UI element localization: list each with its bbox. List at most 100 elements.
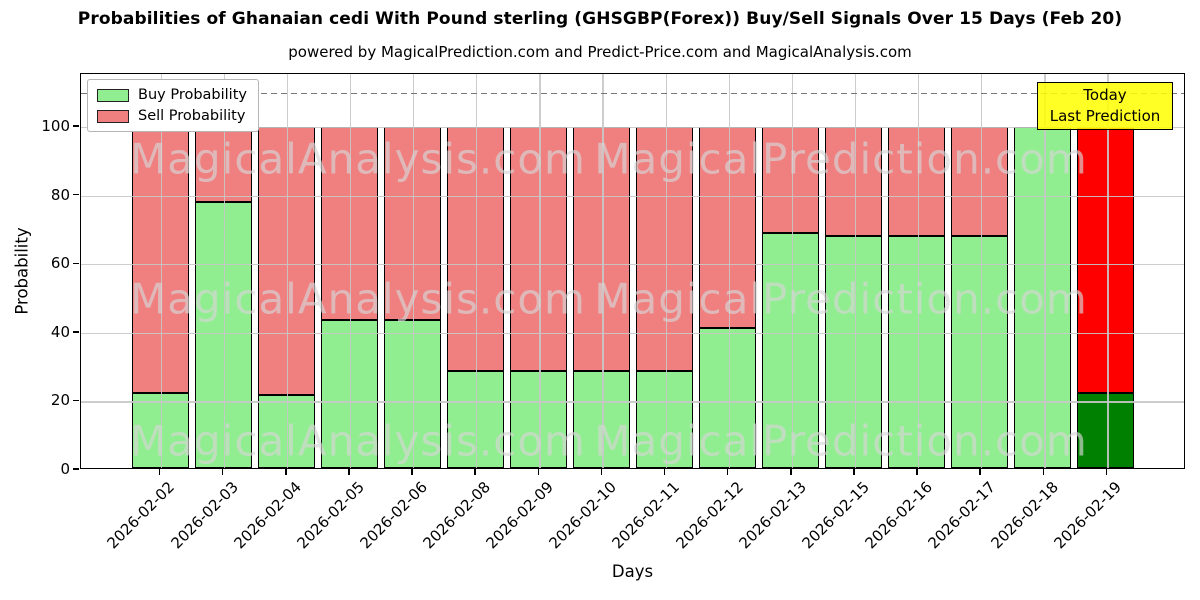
bars-layer: [129, 74, 1137, 468]
buy-segment: [1013, 126, 1072, 468]
bar-slot-2026-02-08: [444, 74, 507, 468]
sell-segment: [131, 126, 190, 393]
bar-slot-2026-02-18: [1011, 74, 1074, 468]
bar-slot-2026-02-16: [885, 74, 948, 468]
bar-slot-2026-02-17: [948, 74, 1011, 468]
y-tick-label: 100: [41, 117, 70, 136]
y-tick-mark: [73, 125, 79, 127]
legend-label-buy: Buy Probability: [138, 87, 247, 103]
x-tick-mark: [790, 469, 792, 475]
x-tick-label: 2026-02-17: [924, 478, 999, 553]
x-tick-label: 2026-02-05: [293, 478, 368, 553]
watermark-text: MagicalAnalysis.com: [130, 134, 586, 184]
gridline-x-2026-02-09: [539, 74, 541, 468]
bar-slot-2026-02-05: [318, 74, 381, 468]
sell-segment: [1076, 126, 1135, 393]
bar-slot-2026-02-12: [696, 74, 759, 468]
x-tick-label: 2026-02-19: [1050, 478, 1126, 553]
gridline-x-2026-02-04: [286, 74, 288, 468]
buy-segment: [320, 319, 379, 468]
x-tick-mark: [853, 469, 855, 475]
sell-segment: [446, 126, 505, 371]
x-tick-label: 2026-02-06: [356, 478, 431, 553]
buy-segment: [383, 319, 442, 468]
sell-segment: [887, 126, 946, 237]
x-tick-mark: [726, 469, 729, 475]
bar-slot-2026-02-13: [759, 74, 822, 468]
x-tick-mark: [285, 469, 287, 475]
y-tick-label: 0: [60, 460, 70, 478]
bar-slot-2026-02-11: [633, 74, 696, 468]
bar-2026-02-19: [1076, 126, 1135, 468]
bar-slot-2026-02-04: [255, 74, 318, 468]
gridline-x-2026-02-05: [349, 74, 352, 468]
bar-2026-02-11: [635, 126, 694, 468]
bar-2026-02-08: [446, 126, 505, 468]
gridline-x-2026-02-06: [413, 74, 415, 468]
gridline-x-2026-02-08: [476, 74, 478, 468]
sell-segment: [950, 126, 1009, 237]
gridline-y-40: [81, 332, 1184, 335]
bar-2026-02-15: [824, 126, 883, 468]
x-tick-mark: [348, 469, 350, 475]
buy-segment: [698, 328, 757, 468]
bar-2026-02-13: [761, 126, 820, 468]
gridline-x-2026-02-15: [854, 74, 857, 468]
buy-segment: [824, 236, 883, 468]
x-tick-label: 2026-02-02: [103, 478, 179, 553]
x-tick-label: 2026-02-16: [861, 478, 936, 553]
y-tick-mark: [73, 399, 79, 402]
chart-title: Probabilities of Ghanaian cedi With Poun…: [77, 9, 1123, 29]
bar-2026-02-09: [509, 126, 568, 468]
annotation-line1: Today: [1083, 86, 1127, 104]
x-tick-label: 2026-02-11: [608, 478, 684, 553]
bar-2026-02-17: [950, 126, 1009, 468]
bar-2026-02-04: [257, 126, 316, 468]
bar-slot-2026-02-19: [1074, 74, 1137, 468]
y-tick-label: 20: [50, 391, 70, 410]
sell-segment: [257, 126, 316, 395]
gridline-y-100: [81, 127, 1184, 129]
gridline-x-2026-02-12: [728, 74, 730, 468]
x-tick-label: 2026-02-03: [167, 478, 242, 553]
bar-slot-2026-02-09: [507, 74, 570, 468]
bar-2026-02-05: [320, 126, 379, 468]
sell-segment: [509, 126, 568, 371]
bar-slot-2026-02-10: [570, 74, 633, 468]
buy-segment: [509, 370, 568, 468]
buy-segment: [194, 201, 253, 468]
y-tick-mark: [73, 468, 79, 470]
sell-segment: [698, 126, 757, 329]
bar-slot-2026-02-15: [822, 74, 885, 468]
bar-2026-02-12: [698, 126, 757, 468]
x-tick-mark: [663, 469, 666, 475]
y-tick-mark: [73, 194, 79, 196]
gridline-x-2026-02-16: [918, 74, 920, 468]
legend: Buy Probability Sell Probability: [87, 79, 259, 132]
gridline-y-80: [81, 195, 1184, 197]
x-tick-mark: [221, 469, 224, 475]
gridline-x-2026-02-10: [602, 74, 604, 468]
gridline-x-2026-02-02: [160, 74, 162, 468]
gridline-x-2026-02-11: [665, 74, 667, 468]
buy-segment: [446, 370, 505, 468]
watermark-text: MagicalPrediction.com: [594, 274, 1088, 324]
watermark-text: MagicalPrediction.com: [594, 416, 1088, 466]
buy-segment: [572, 370, 631, 468]
y-tick-label: 40: [50, 322, 70, 341]
buy-segment: [257, 394, 316, 468]
gridline-x-2026-02-18: [1044, 74, 1046, 468]
watermark-text: MagicalAnalysis.com: [130, 274, 586, 324]
x-tick-mark: [474, 469, 476, 475]
y-tick-label: 80: [50, 185, 70, 204]
annotation-line2: Last Prediction: [1049, 107, 1161, 125]
buy-swatch-icon: [97, 88, 129, 102]
legend-item-buy: Buy Probability: [97, 87, 247, 103]
x-tick-label: 2026-02-09: [482, 478, 558, 553]
bar-slot-2026-02-02: [129, 74, 192, 468]
sell-swatch-icon: [97, 109, 129, 123]
sell-segment: [320, 126, 379, 320]
y-tick-label: 60: [50, 254, 70, 273]
x-tick-mark: [1042, 469, 1044, 475]
gridline-x-2026-02-13: [791, 74, 793, 468]
